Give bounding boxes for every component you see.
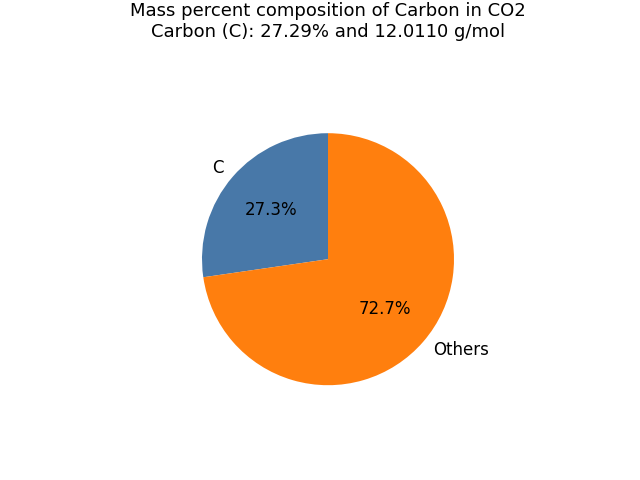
Text: 72.7%: 72.7%	[359, 300, 412, 318]
Wedge shape	[204, 133, 454, 385]
Text: C: C	[212, 159, 223, 178]
Text: Others: Others	[433, 341, 489, 359]
Wedge shape	[202, 133, 328, 277]
Text: 27.3%: 27.3%	[244, 201, 297, 219]
Title: Mass percent composition of Carbon in CO2
Carbon (C): 27.29% and 12.0110 g/mol: Mass percent composition of Carbon in CO…	[130, 2, 526, 41]
